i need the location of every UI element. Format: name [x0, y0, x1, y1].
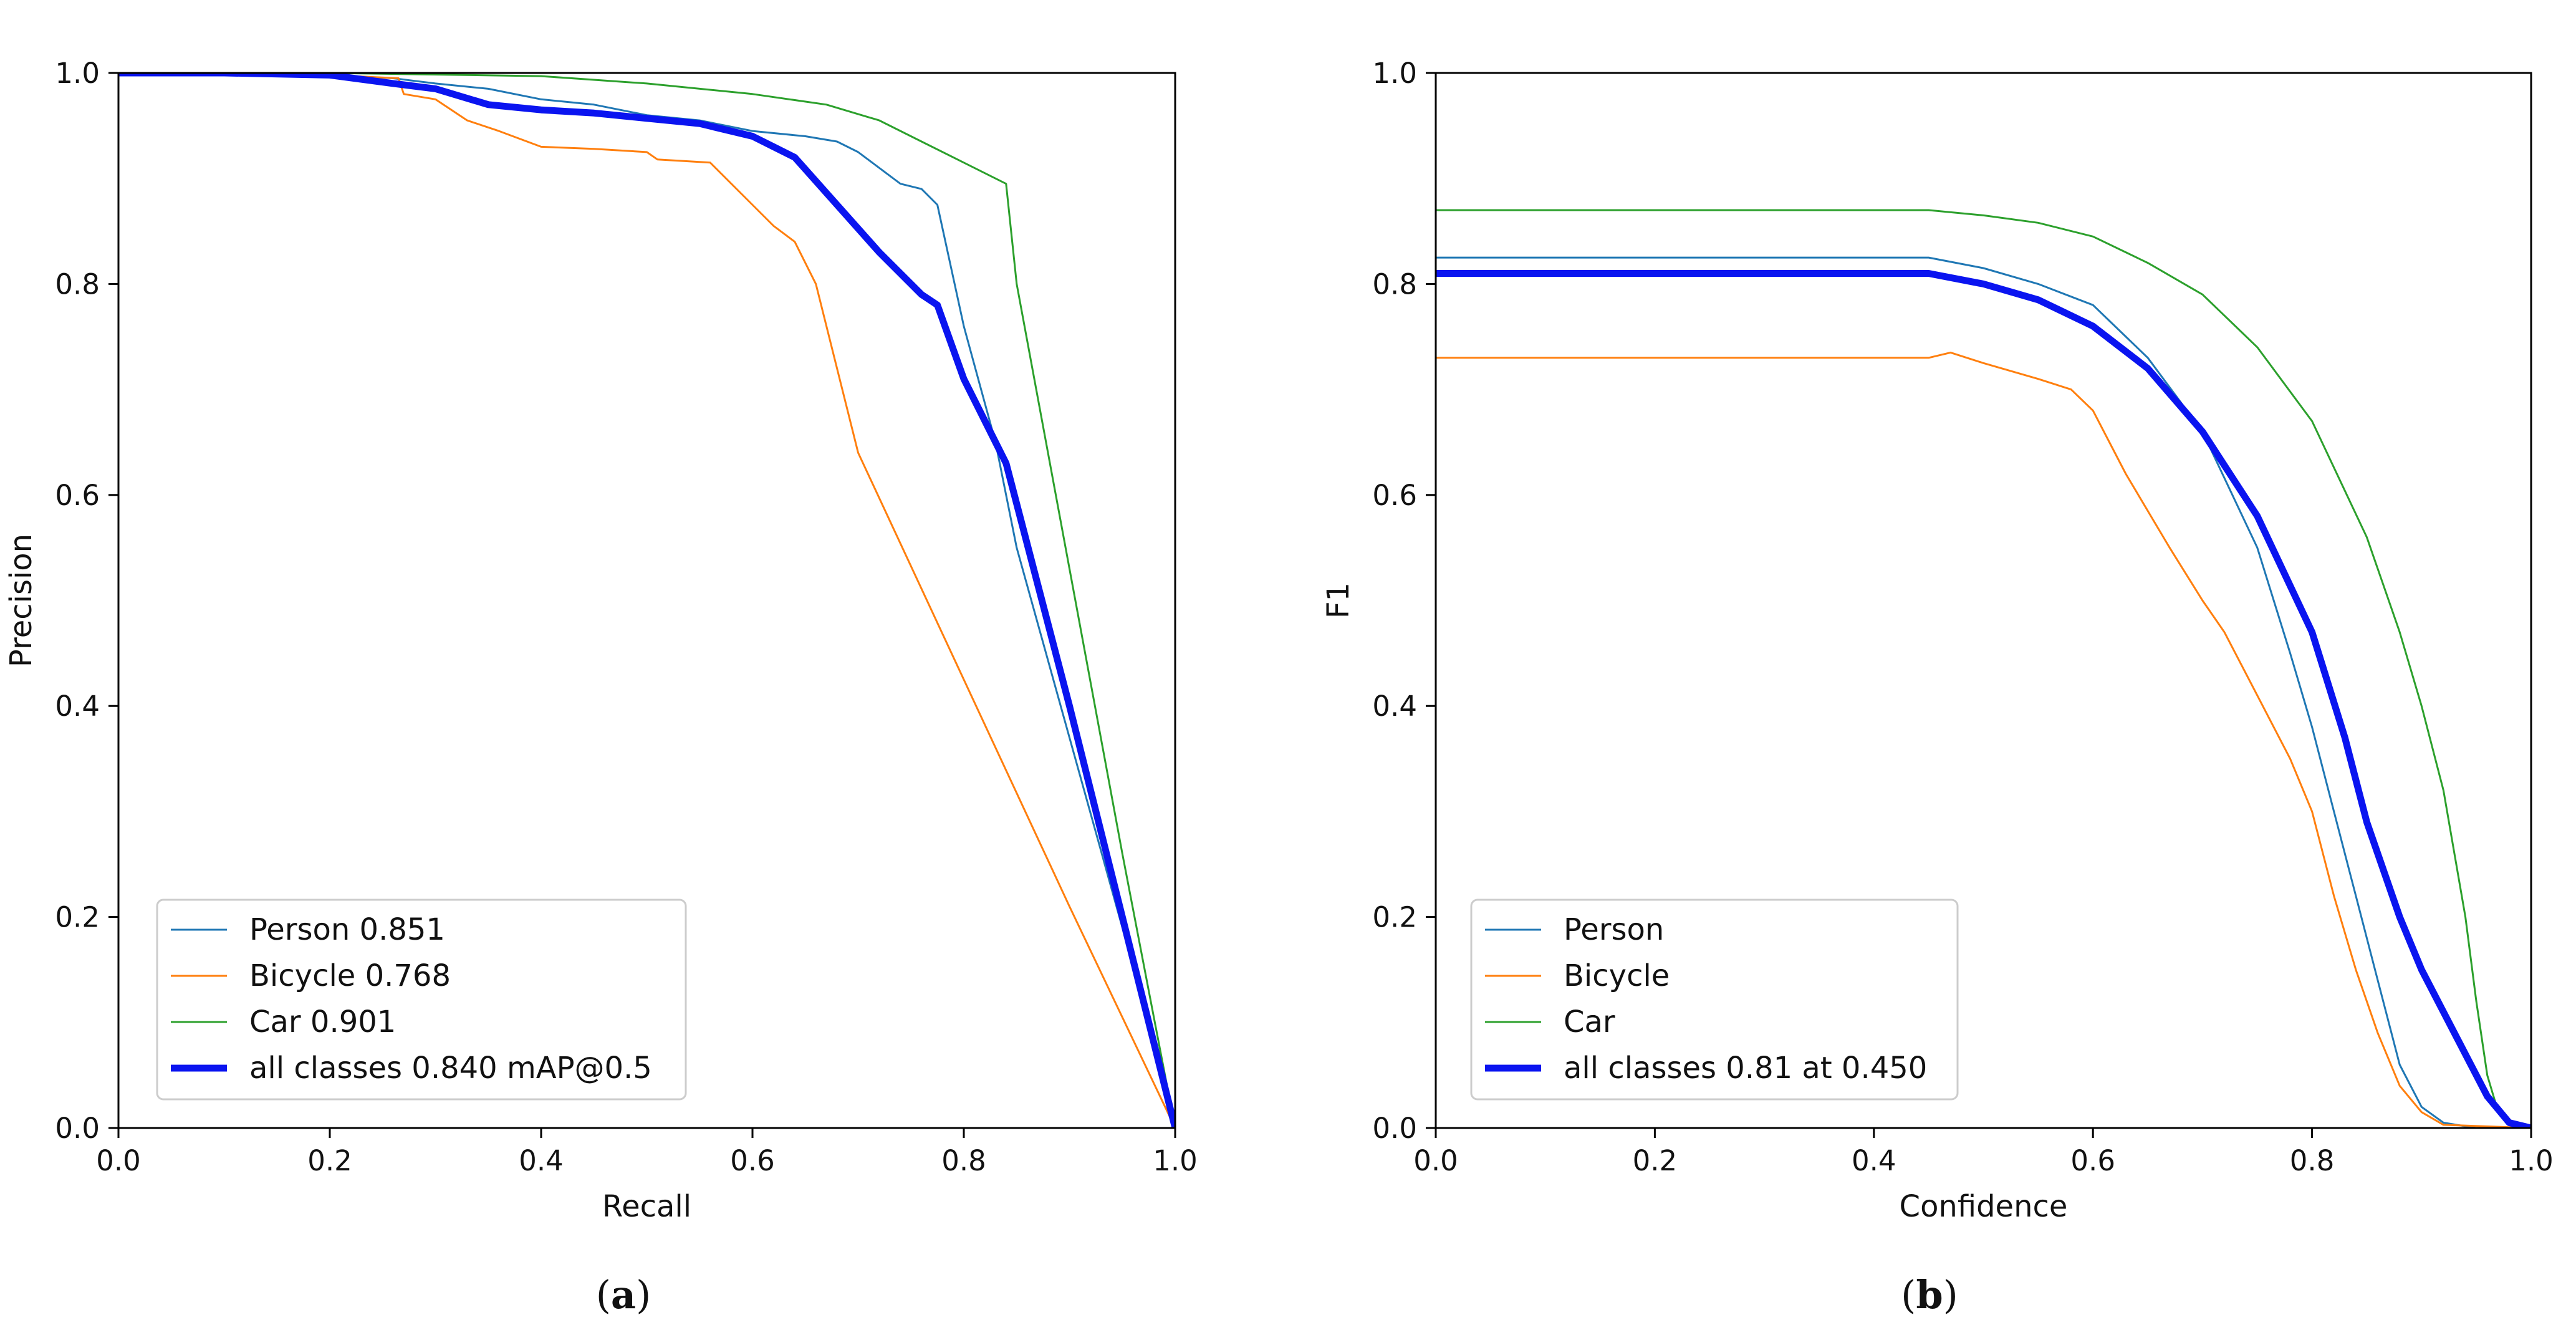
legend: Person 0.851 Bicycle 0.768 Car 0.901 all cl… [156, 899, 687, 1101]
x-tick-label: 1.0 [1153, 1144, 1198, 1177]
x-tick-label: 0.2 [307, 1144, 352, 1177]
x-tick-label: 0.6 [2070, 1144, 2115, 1177]
legend-label: Car [1564, 1005, 1615, 1039]
y-tick-label: 0.4 [55, 690, 100, 723]
x-tick-label: 0.4 [519, 1144, 564, 1177]
y-tick-label: 0.8 [1372, 268, 1417, 301]
y-tick-label: 0.0 [55, 1112, 100, 1145]
y-axis-label: Precision [4, 534, 39, 667]
caption-a: (a) [596, 1272, 651, 1318]
x-tick-label: 0.0 [96, 1144, 141, 1177]
legend-label: Bicycle 0.768 [249, 958, 451, 993]
x-tick-label: 0.8 [941, 1144, 986, 1177]
all-classes-curve [1436, 270, 2531, 1128]
x-tick-label: 0.0 [1413, 1144, 1458, 1177]
y-tick-label: 0.4 [1372, 690, 1417, 723]
y-tick-label: 1.0 [1372, 57, 1417, 90]
f1-confidence-chart: 0.0 0.2 0.4 0.6 0.8 1.0 0.0 0.2 0.4 0.6 0.8 1.0 Conf… [1321, 57, 2554, 1224]
legend-label: Person [1564, 912, 1664, 947]
x-tick-label: 0.2 [1633, 1144, 1678, 1177]
legend: Person Bicycle Car all classes 0.81 at 0.45… [1470, 899, 1959, 1101]
plot-frame [1435, 72, 2532, 1129]
legend-box [156, 899, 687, 1101]
x-tick-label: 0.8 [2290, 1144, 2335, 1177]
series-group [118, 73, 1175, 1128]
y-tick-label: 1.0 [55, 57, 100, 90]
legend-label: all classes 0.81 at 0.450 [1564, 1051, 1927, 1086]
person-curve [1436, 256, 2531, 1128]
legend-label: Bicycle [1564, 958, 1670, 993]
legend-box [1470, 899, 1959, 1101]
x-axis-label: Confidence [1900, 1189, 2068, 1224]
y-tick-label: 0.8 [55, 268, 100, 301]
y-axis-label: F1 [1321, 582, 1356, 619]
x-tick-label: 1.0 [2509, 1144, 2554, 1177]
y-tick-label: 0.2 [1372, 901, 1417, 934]
x-tick-label: 0.6 [730, 1144, 775, 1177]
x-tick-label: 0.4 [1852, 1144, 1896, 1177]
legend-label: Person 0.851 [249, 912, 445, 947]
y-tick-label: 0.6 [1372, 479, 1417, 512]
y-tick-label: 0.2 [55, 901, 100, 934]
series-group [1436, 209, 2531, 1128]
car-curve [118, 73, 1175, 1128]
car-curve [1436, 209, 2531, 1128]
bicycle-curve [1436, 351, 2531, 1128]
y-tick-label: 0.6 [55, 479, 100, 512]
precision-recall-chart: 0.0 0.2 0.4 0.6 0.8 1.0 0.0 0.2 0.4 0.6 0.8 1.0 Reca… [4, 57, 1198, 1224]
x-axis-label: Recall [602, 1189, 691, 1224]
caption-b: (b) [1901, 1272, 1958, 1318]
legend-label: all classes 0.840 mAP@0.5 [249, 1051, 652, 1086]
all-classes-curve [118, 73, 1175, 1128]
person-curve [118, 73, 1175, 1128]
legend-label: Car 0.901 [249, 1005, 396, 1039]
plot-frame [117, 72, 1176, 1129]
y-tick-label: 0.0 [1372, 1112, 1417, 1145]
